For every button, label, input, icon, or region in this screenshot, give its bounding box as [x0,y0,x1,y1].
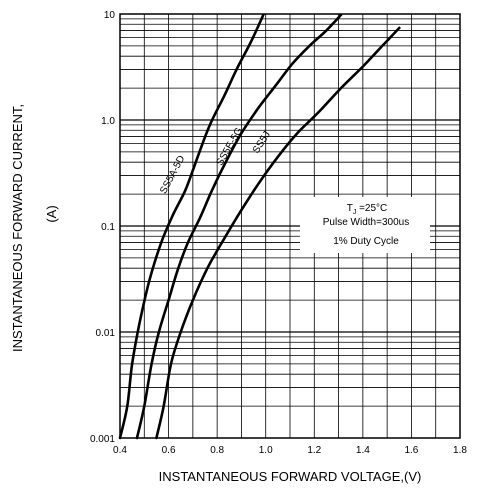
y-tick-label: 10 [104,10,116,21]
x-tick-label: 1.2 [307,445,321,456]
x-tick-label: 0.6 [162,445,176,456]
series-label-ss5e-5g: SS5E-5G [215,126,246,168]
tick-labels: 0.4 0.6 0.8 1.0 1.2 1.4 1.6 1.8 0.001 0.01 0.1 1.0 1… [90,10,467,456]
annotation-temperature: TJ =25°C [347,203,388,216]
x-tick-label: 1.8 [453,445,467,456]
annotation-duty-cycle: 1% Duty Cycle [333,236,399,247]
annotation-pulse-width: Pulse Width=300us [323,217,409,228]
series-line-ss5j [155,26,401,440]
x-tick-label: 1.6 [404,445,418,456]
y-tick-label: 0.1 [101,222,115,233]
x-tick-label: 0.8 [210,445,224,456]
y-axis-unit: (A) [44,205,59,222]
x-tick-label: 1.4 [356,445,370,456]
y-tick-label: 0.001 [90,434,115,445]
series-layer [118,13,401,440]
grid [120,14,460,438]
series-line-ss5e-5g [135,13,343,440]
series-label-ss5a-5d: SS5A-5D [158,154,187,196]
series-line-ss5a-5d [118,13,265,440]
x-tick-label: 0.4 [113,445,127,456]
conditions-annotation: TJ =25°C Pulse Width=300us 1% Duty Cycle [300,197,430,253]
annotation-background [300,197,430,253]
x-tick-label: 1.0 [259,445,273,456]
y-tick-label: 0.01 [96,328,116,339]
y-axis-title: INSTANTANEOUS FORWARD CURRENT, [10,104,25,352]
y-tick-label: 1.0 [101,116,115,127]
x-axis-title: INSTANTANEOUS FORWARD VOLTAGE,(V) [159,469,422,484]
plot-frame [119,13,461,439]
